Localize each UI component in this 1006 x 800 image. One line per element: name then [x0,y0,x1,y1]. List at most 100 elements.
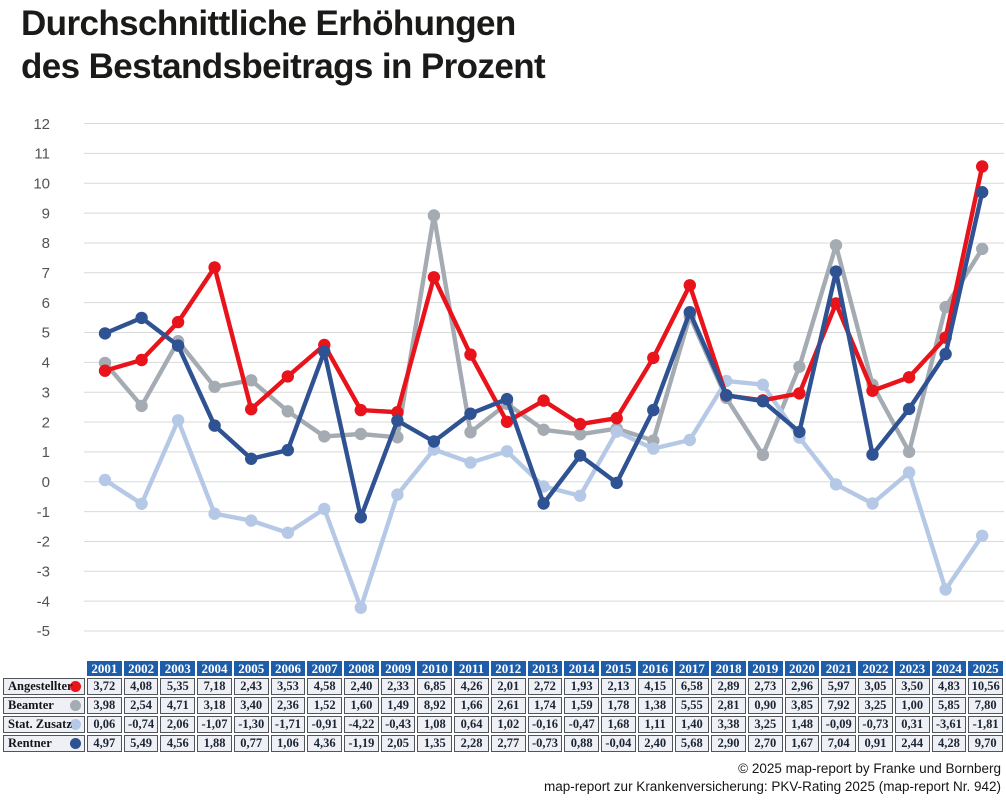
data-point-rentner [793,425,806,439]
value-cell: 2,77 [490,735,526,752]
y-axis-tick-label: 10 [33,175,50,192]
y-axis-tick-label: 1 [42,444,50,461]
value-cell: 0,64 [454,716,489,733]
data-point-rentner [500,392,514,406]
value-cell: 1,38 [637,697,673,714]
value-cell: 2,54 [123,697,159,714]
table-corner-cell [3,661,85,676]
value-cell: 6,58 [674,678,710,695]
data-point-rentner [208,419,221,432]
value-cell: 1,49 [380,697,416,714]
value-cell: 1,08 [417,716,453,733]
value-cell: 2,96 [784,678,820,695]
y-axis-tick-label: 2 [42,414,50,431]
value-cell: 3,05 [858,678,893,695]
value-cell: -1,07 [197,716,232,733]
y-axis-tick-label: 9 [42,205,50,222]
data-point-rentner [756,395,770,408]
value-cell: -1,19 [344,735,379,752]
y-axis-tick-label: 3 [42,384,50,401]
value-cell: 2,89 [711,678,746,695]
data-point-beamter [135,399,148,413]
value-cell: 1,00 [894,697,930,714]
value-cell: 2,36 [270,697,306,714]
series-label-cell: Angestellter [3,678,85,695]
year-header-cell: 2021 [821,661,857,676]
value-cell: 4,28 [931,735,967,752]
value-cell: 1,60 [344,697,379,714]
data-point-stat-zusatz [464,456,477,469]
data-point-rentner [720,389,733,402]
value-cell: -0,91 [307,716,343,733]
data-point-stat-zusatz [354,601,367,614]
data-point-rentner [976,186,989,199]
data-point-angestellter [354,403,367,417]
year-header-cell: 2014 [564,661,600,676]
value-cell: 3,50 [894,678,930,695]
data-point-angestellter [976,160,989,173]
year-header-cell: 2007 [307,661,343,676]
value-cell: 4,58 [307,678,343,695]
data-point-beamter [902,445,916,459]
value-cell: 3,38 [711,716,746,733]
value-cell: -0,73 [858,716,893,733]
value-cell: 2,43 [233,678,269,695]
year-header-cell: 2009 [380,661,416,676]
data-point-angestellter [537,394,550,407]
value-cell: -3,61 [931,716,967,733]
data-point-rentner [171,339,185,352]
data-point-angestellter [866,384,879,397]
data-table: 2001 2002 2003 2004 2005 2006 2007 2008 2009 2010… [1,659,1005,754]
value-cell: -0,16 [527,716,563,733]
series-label: Beamter [8,698,54,712]
year-header-cell: 2020 [784,661,820,676]
value-cell: 2,13 [601,678,636,695]
value-cell: -0,74 [123,716,159,733]
data-point-stat-zusatz [756,378,770,391]
y-axis-tick-label: 5 [42,325,50,342]
data-point-angestellter [610,412,623,425]
value-cell: -0,47 [564,716,600,733]
data-point-angestellter [135,353,148,367]
year-header-cell: 2022 [858,661,893,676]
series-label-cell: Rentner [3,735,85,752]
data-point-rentner [573,449,587,462]
data-point-beamter [537,423,550,436]
y-axis-tick-label: 11 [34,146,50,163]
year-header-cell: 2015 [601,661,636,676]
value-cell: 4,08 [123,678,159,695]
legend-dot-angestellter [70,681,81,692]
data-point-beamter [281,405,294,418]
data-point-beamter [829,239,843,252]
legend-dot-beamter [70,700,81,711]
value-cell: 5,85 [931,697,967,714]
value-cell: 3,25 [858,697,893,714]
value-cell: 1,88 [197,735,232,752]
value-cell: 1,35 [417,735,453,752]
value-cell: 9,70 [968,735,1003,752]
data-point-stat-zusatz [610,425,623,438]
series-line-stat-zusatz [102,378,985,610]
value-cell: 1,66 [454,697,489,714]
data-point-stat-zusatz [391,488,404,501]
value-cell: 3,72 [87,678,122,695]
data-point-angestellter [829,297,843,310]
value-cell: 2,33 [380,678,416,695]
value-cell: 2,72 [527,678,563,695]
value-cell: 2,90 [711,735,746,752]
value-cell: 0,06 [87,716,122,733]
data-point-rentner [281,443,294,457]
year-header-cell: 2006 [270,661,306,676]
value-cell: 4,97 [87,735,122,752]
value-cell: 5,35 [160,678,196,695]
data-point-angestellter [464,348,477,361]
data-point-angestellter [245,403,258,416]
data-point-angestellter [427,271,441,284]
data-point-stat-zusatz [647,442,660,455]
value-cell: 1,02 [490,716,526,733]
value-cell: 2,28 [454,735,489,752]
data-point-rentner [647,403,660,417]
value-cell: 1,06 [270,735,306,752]
value-cell: 1,78 [601,697,636,714]
value-cell: 6,85 [417,678,453,695]
